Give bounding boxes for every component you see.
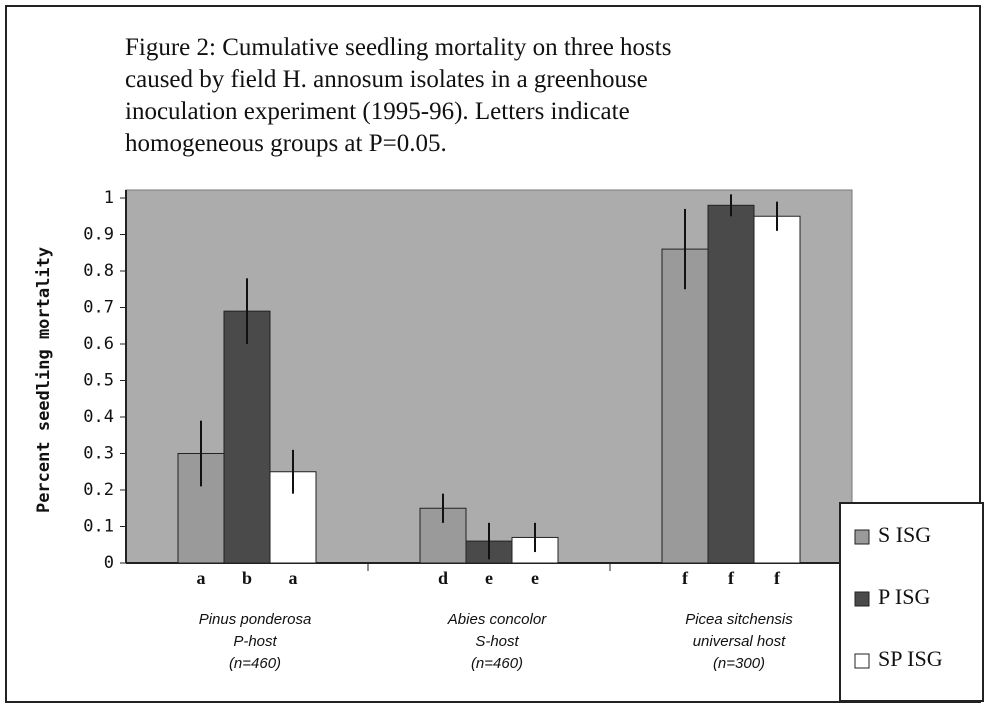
y-tick-label: 0.4 — [83, 407, 114, 427]
x-tick-label: Pinus ponderosa — [199, 611, 312, 628]
y-tick-label: 0.6 — [83, 334, 114, 354]
y-axis-label: Percent seedling mortality — [34, 247, 54, 513]
bar — [707, 204, 755, 564]
legend-swatch — [854, 591, 870, 607]
group-letter: e — [531, 568, 539, 588]
chart-title: inoculation experiment (1995-96). Letter… — [125, 98, 630, 125]
bar — [753, 215, 801, 564]
y-tick-label: 0.8 — [83, 261, 114, 281]
x-tick-label: Picea sitchensis — [685, 611, 793, 628]
y-tick-label: 0.9 — [83, 225, 114, 245]
y-tick-label: 0.7 — [83, 298, 114, 318]
group-letter: e — [485, 568, 493, 588]
legend-label: P ISG — [878, 584, 930, 609]
y-tick-label: 0.3 — [83, 444, 114, 464]
group-letter: d — [438, 568, 448, 588]
y-tick-label: 0.1 — [83, 517, 114, 537]
x-tick-label: (n=460) — [471, 655, 523, 672]
x-tick-label: (n=300) — [713, 655, 765, 672]
group-letter: f — [774, 568, 781, 588]
bar — [223, 310, 271, 564]
x-tick-label: P-host — [233, 633, 277, 650]
y-tick-label: 0.5 — [83, 371, 114, 391]
legend-swatch — [854, 529, 870, 545]
bar — [661, 248, 709, 564]
chart-title: Figure 2: Cumulative seedling mortality … — [125, 34, 671, 61]
group-letter: b — [242, 568, 252, 588]
legend-swatch — [854, 653, 870, 669]
legend-label: S ISG — [878, 522, 931, 547]
x-tick-label: universal host — [693, 633, 786, 650]
chart-title: homogeneous groups at P=0.05. — [125, 130, 447, 157]
y-tick-label: 0.2 — [83, 480, 114, 500]
group-letter: f — [682, 568, 689, 588]
x-tick-label: (n=460) — [229, 655, 281, 672]
group-letter: a — [197, 568, 206, 588]
group-letter: a — [289, 568, 298, 588]
y-tick-label: 0 — [104, 553, 114, 573]
chart-title: caused by field H. annosum isolates in a… — [125, 66, 648, 93]
legend-label: SP ISG — [878, 646, 943, 671]
y-tick-label: 1 — [104, 188, 114, 208]
x-tick-label: S-host — [475, 633, 519, 650]
group-letter: f — [728, 568, 735, 588]
x-tick-label: Abies concolor — [447, 611, 547, 628]
